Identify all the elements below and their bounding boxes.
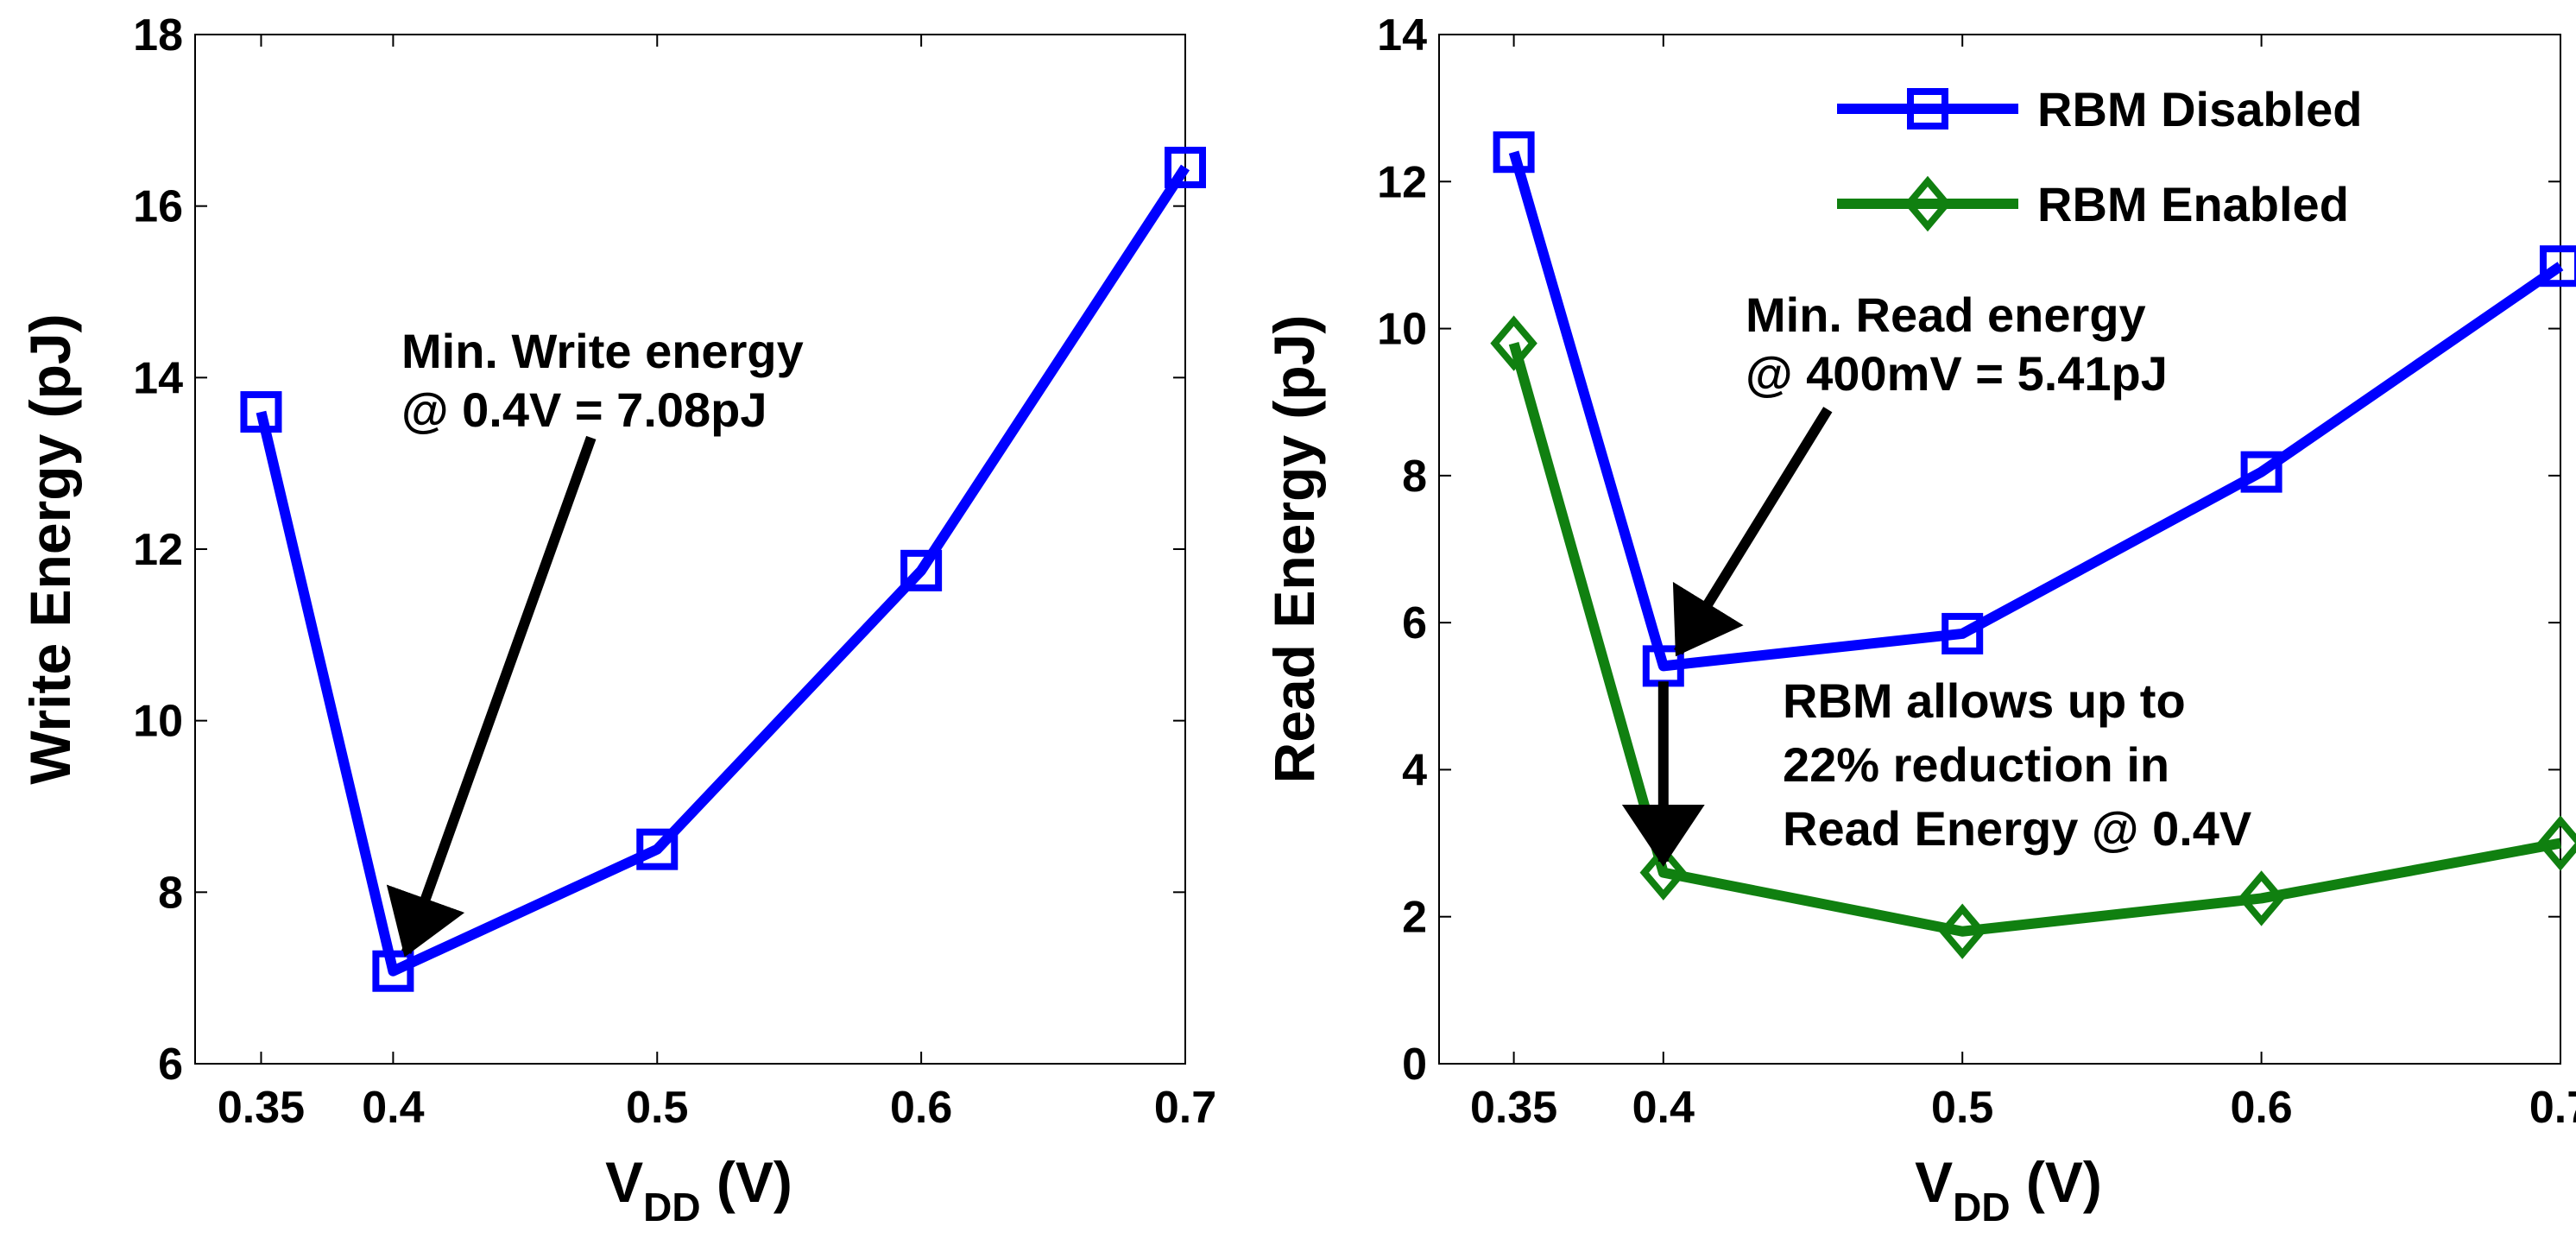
x-axis-label-unit: (V) bbox=[701, 1150, 792, 1214]
square-marker bbox=[2540, 245, 2576, 288]
diamond-marker bbox=[2536, 815, 2576, 871]
y-axis-label: Write Energy (pJ) bbox=[18, 313, 82, 784]
x-tick-label: 0.7 bbox=[2529, 1083, 2576, 1133]
y-axis-label: Read Energy (pJ) bbox=[1262, 315, 1326, 784]
y-tick-label: 6 bbox=[158, 1040, 183, 1090]
annotation-text: RBM allows up to bbox=[1783, 673, 2186, 728]
y-tick-label: 18 bbox=[133, 10, 183, 60]
y-tick-label: 8 bbox=[1402, 452, 1427, 502]
y-tick-label: 10 bbox=[133, 697, 183, 747]
square-marker bbox=[1493, 131, 1535, 174]
x-axis-label: VDD (V) bbox=[605, 1150, 792, 1230]
y-tick-label: 12 bbox=[1377, 157, 1427, 207]
square-marker bbox=[1907, 88, 1948, 130]
y-tick-label: 4 bbox=[1402, 745, 1427, 795]
y-tick-label: 14 bbox=[1377, 10, 1427, 60]
axes-frame bbox=[1438, 34, 2561, 1065]
x-axis-label-unit: (V) bbox=[2011, 1150, 2102, 1214]
x-axis-label-subscript: DD bbox=[643, 1185, 700, 1230]
series-line-0 bbox=[1508, 150, 2564, 672]
annotation-text: 22% reduction in bbox=[1783, 737, 2169, 792]
series-line-0 bbox=[256, 164, 1190, 977]
x-tick-label: 0.6 bbox=[2230, 1083, 2292, 1133]
annotation-text: Min. Read energy bbox=[1746, 288, 2146, 342]
legend-label: RBM Disabled bbox=[2037, 82, 2363, 136]
annotation-text: Read Energy @ 0.4V bbox=[1783, 801, 2251, 856]
annotation-text: @ 400mV = 5.41pJ bbox=[1746, 346, 2168, 401]
diamond-marker bbox=[1904, 175, 1952, 232]
y-tick-label: 2 bbox=[1402, 893, 1427, 943]
x-tick-label: 0.4 bbox=[362, 1083, 424, 1133]
x-axis-label: VDD (V) bbox=[1915, 1150, 2102, 1230]
x-tick-label: 0.35 bbox=[218, 1083, 305, 1133]
y-tick-label: 8 bbox=[158, 868, 183, 918]
y-tick-label: 14 bbox=[133, 353, 183, 403]
square-marker bbox=[1165, 146, 1206, 188]
x-axis-label-subscript: DD bbox=[1953, 1185, 2010, 1230]
x-tick-label: 0.5 bbox=[1931, 1083, 1993, 1133]
diamond-marker bbox=[1938, 903, 1986, 959]
axes-frame bbox=[194, 34, 1186, 1065]
read-energy-chart: 0.35 0.4 0.5 0.6 0.7 0 2 4 6 8 10 12 14 Read Energy (… bbox=[1262, 10, 2576, 1230]
x-tick-label: 0.5 bbox=[626, 1083, 688, 1133]
square-marker bbox=[2240, 451, 2282, 493]
x-tick-label: 0.4 bbox=[1632, 1083, 1695, 1133]
y-tick-label: 12 bbox=[133, 525, 183, 575]
square-marker bbox=[900, 549, 943, 591]
square-marker bbox=[1941, 612, 1984, 654]
diamond-marker bbox=[2238, 870, 2285, 926]
write-energy-chart: 0.35 0.4 0.5 0.6 0.7 6 8 10 12 14 16 18 Write Energy… bbox=[18, 10, 1216, 1230]
square-marker bbox=[636, 828, 679, 870]
annotation-text: Min. Write energy bbox=[401, 324, 804, 378]
series-line-1 bbox=[1508, 341, 2562, 937]
x-tick-label: 0.7 bbox=[1154, 1083, 1216, 1133]
diamond-marker bbox=[1490, 315, 1537, 371]
y-tick-label: 6 bbox=[1402, 598, 1427, 648]
x-tick-label: 0.35 bbox=[1470, 1083, 1557, 1133]
annotation-arrow bbox=[386, 435, 597, 958]
x-tick-label: 0.6 bbox=[890, 1083, 952, 1133]
y-tick-label: 16 bbox=[133, 182, 183, 232]
y-tick-label: 10 bbox=[1377, 305, 1427, 355]
x-axis-label-main: V bbox=[1915, 1150, 1953, 1214]
annotation-text: @ 0.4V = 7.08pJ bbox=[401, 382, 767, 437]
legend-label: RBM Enabled bbox=[2037, 177, 2349, 231]
x-axis-label-main: V bbox=[605, 1150, 643, 1214]
square-marker bbox=[240, 391, 282, 433]
annotation-arrow bbox=[1672, 407, 1833, 657]
y-tick-label: 0 bbox=[1402, 1040, 1427, 1090]
